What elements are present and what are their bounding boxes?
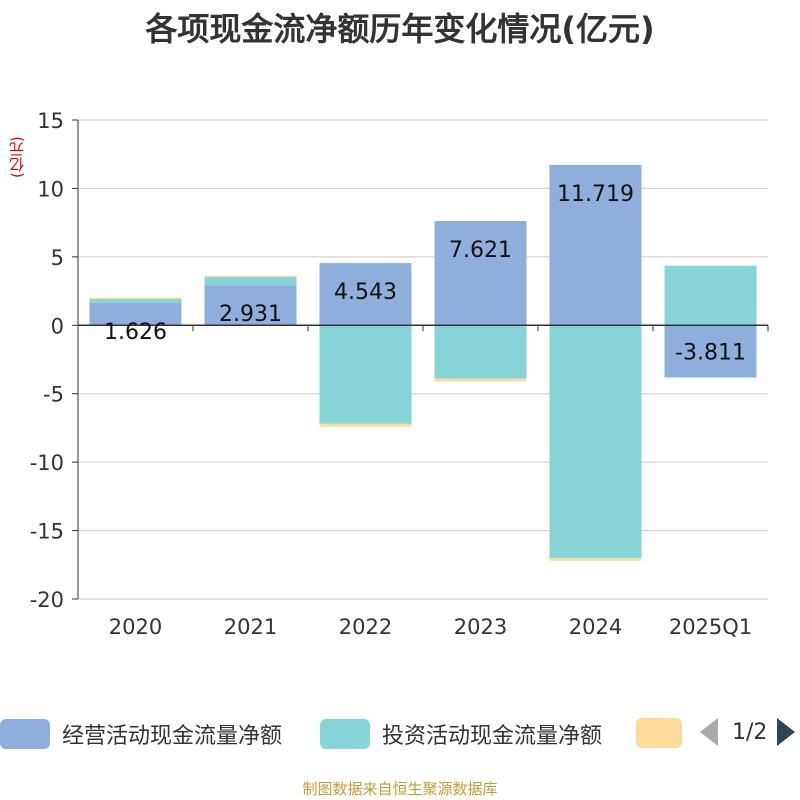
legend-swatch-operating: [0, 719, 50, 749]
legend-page-indicator: 1/2: [732, 719, 768, 745]
bar-financing: [549, 557, 642, 561]
x-tick-label: 2022: [339, 615, 392, 639]
bar-investing: [664, 265, 757, 326]
legend-item-investing[interactable]: 投资活动现金流量净额: [320, 718, 602, 750]
x-tick-label: 2020: [109, 615, 162, 639]
x-tick-label: 2021: [224, 615, 277, 639]
legend-label-investing: 投资活动现金流量净额: [382, 724, 603, 749]
data-label: 7.621: [449, 238, 512, 263]
bar-operating: [664, 325, 757, 378]
legend-swatch-financing: [636, 718, 682, 748]
legend: 经营活动现金流量净额 投资活动现金流量净额 1/2: [0, 714, 800, 758]
bar-investing: [319, 325, 412, 424]
bar-operating: [549, 164, 642, 326]
bar-operating: [204, 285, 297, 326]
legend-item-operating[interactable]: 经营活动现金流量净额: [0, 718, 282, 750]
legend-swatch-investing: [320, 719, 370, 749]
bar-operating: [89, 303, 182, 326]
bar-investing: [549, 325, 642, 558]
bar-financing: [89, 297, 182, 300]
data-label: 1.626: [104, 320, 167, 345]
y-tick-label: -15: [30, 520, 64, 544]
bar-financing: [204, 275, 297, 278]
y-tick-label: -5: [43, 383, 64, 407]
bar-financing: [319, 423, 412, 427]
y-tick-label: 0: [51, 314, 64, 338]
chart-plot: 15 10 5 0 -5 -10 -15 -20 2020 2021 2022 2023 2024 202…: [30, 109, 769, 639]
bar-operating: [434, 220, 527, 326]
data-source-footer: 制图数据来自恒生聚源数据库: [302, 780, 498, 798]
y-tick-label: -20: [30, 588, 64, 612]
chart-title: 各项现金流净额历年变化情况(亿元): [145, 10, 655, 48]
bar-investing: [89, 298, 182, 304]
legend-next-icon[interactable]: [777, 718, 796, 746]
legend-item-financing[interactable]: [636, 718, 694, 748]
legend-label-operating: 经营活动现金流量净额: [62, 724, 283, 749]
data-label: 2.931: [219, 302, 282, 327]
x-tick-label: 2025Q1: [669, 615, 752, 639]
y-tick-label: 5: [51, 246, 64, 270]
data-label: -3.811: [675, 340, 746, 365]
data-label: 4.543: [334, 280, 397, 305]
legend-prev-icon[interactable]: [700, 718, 718, 746]
y-tick-label: 15: [37, 109, 64, 133]
data-label: 11.719: [557, 182, 634, 207]
x-tick-label: 2023: [454, 615, 507, 639]
x-tick-label: 2024: [569, 615, 622, 639]
y-tick-label: 10: [37, 177, 64, 201]
bar-investing: [204, 276, 297, 286]
bar-investing: [434, 325, 527, 379]
bar-operating: [319, 263, 412, 326]
y-tick-label: -10: [30, 451, 64, 475]
legend-pager: 1/2: [700, 718, 800, 746]
bar-financing: [434, 378, 527, 382]
